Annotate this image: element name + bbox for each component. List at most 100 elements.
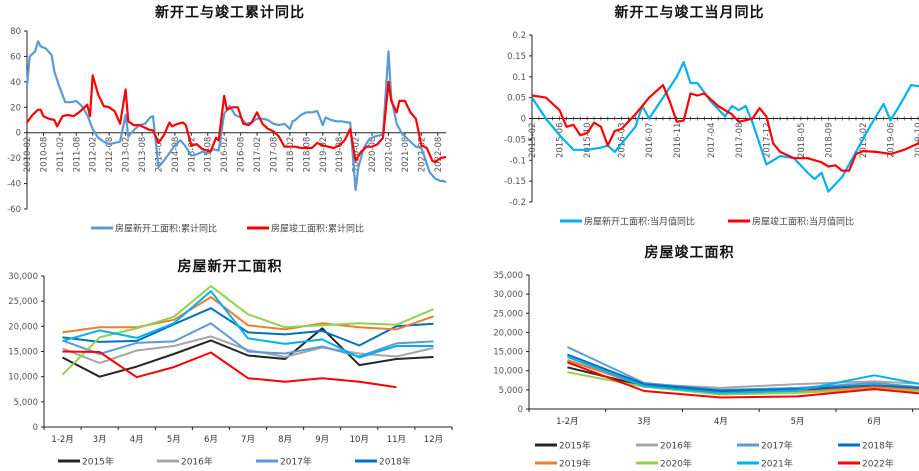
x-tick-label: 9月 [315,435,329,445]
y-tick-label: 10,000 [493,367,523,377]
x-tick-label: 2015-08 [204,137,214,173]
y-tick-label: -0.15 [504,177,526,187]
x-tick-label: 10月 [350,435,369,445]
y-tick-label: -0.1 [509,156,526,166]
y-tick-label: 0.2 [512,31,526,41]
chart-title: 新开工与竣工当月同比 [614,5,765,21]
x-tick-label: 5月 [791,417,805,427]
chart-completions-plot: 0 5,000 10,000 15,000 20,000 25,000 30,000 35,0… [493,271,919,470]
x-tick-label: 5月 [167,435,181,445]
x-tick-label: 2015-06 [556,122,566,158]
chart-title: 房屋新开工面积 [177,259,283,275]
series-line-2020年 [61,285,434,376]
x-tick-label: 2022-08 [434,137,444,173]
series-line-2022年 [567,361,919,399]
chart-new-starts: 房屋新开工面积 0 5,000 10,000 15,000 20,000 25,000 30… [0,240,460,471]
legend-label: 房屋新开工面积:累计同比 [115,223,217,235]
y-tick-label: 0.1 [512,73,526,83]
x-tick-label: 2013-08 [138,137,148,173]
series-line-2020年 [567,371,919,396]
legend-label: 房屋竣工面积:当月值同比 [752,216,854,228]
chart-new-starts-plot: 0 5,000 10,000 15,000 20,000 25,000 30,000 1-2月… [8,272,453,468]
series-line-房屋竣工面积:当月值同比 [531,83,919,172]
x-tick-label: 2016-11 [673,123,683,159]
x-tick-label: 2019-02 [319,137,329,173]
y-tick-label: 20,000 [8,322,38,332]
x-tick-label: 2021-02 [384,137,394,173]
x-tick-label: 2019-06 [886,123,896,159]
x-tick-label: 6月 [204,435,218,445]
series-line-2019年 [62,296,434,334]
y-tick-label: -0.2 [509,198,526,208]
x-tick-label: 2017-08 [735,123,745,159]
legend-label: 2018年 [862,440,894,452]
series-line-2018年 [567,353,919,392]
y-tick-label: -20 [7,154,21,164]
chart-title: 新开工与竣工累计同比 [155,5,305,21]
chart-monthly-yoy: 新开工与竣工当月同比 -0.2 -0.15 -0.1 -0.05 0 0.05 0.1 0.1… [460,0,919,240]
y-tick-label: 20,000 [493,328,523,338]
legend-label: 2015年 [82,456,114,468]
y-tick-label: 40 [10,78,21,88]
series-line-2021年 [567,355,919,394]
y-tick-label: 15,000 [8,348,38,358]
x-tick-label: 2016-03 [618,123,628,159]
x-tick-label: 8月 [278,435,292,445]
x-tick-label: 1-2月 [556,417,578,427]
y-tick-label: -40 [7,180,21,190]
x-tick-label: 2017-02 [253,137,263,173]
x-tick-label: 2014-02 [154,137,164,173]
x-tick-label: 2018-08 [302,137,312,173]
y-tick-label: -60 [7,205,21,215]
y-tick-label: 15,000 [493,348,523,358]
x-tick-label: 2022-02 [417,137,427,173]
x-tick-label: 2016-02 [220,137,230,173]
y-tick-label: 30,000 [8,272,38,282]
series-line-2018年 [62,307,434,347]
series-line-2017年 [62,322,434,358]
chart-cumulative-yoy-plot: -60 -40 -20 0 20 40 60 80 2010-02 2010-08 2011-02 2… [7,27,447,235]
legend-label: 2018年 [379,456,411,468]
x-tick-label: 2019-08 [335,137,345,173]
x-tick-label: 2014-08 [171,137,181,173]
series-line-2021年 [62,290,434,359]
chart-monthly-yoy-plot: -0.2 -0.15 -0.1 -0.05 0 0.05 0.1 0.15 0.2 2015-02… [504,31,919,228]
x-tick-label: 4月 [130,435,144,445]
legend-label: 2017年 [761,440,793,452]
legend-label: 2022年 [862,458,894,470]
y-tick-label: -0.05 [504,135,526,145]
y-tick-label: 5,000 [499,386,523,396]
series-line-房屋新开工面积:当月值同比 [531,60,919,193]
x-tick-label: 2010-02 [23,137,33,173]
x-tick-label: 2012-02 [89,137,99,173]
x-tick-label: 2016-07 [645,123,655,159]
chart-cumulative-yoy: 新开工与竣工累计同比 -60 -40 -20 0 20 40 60 80 2010-02 2010… [0,0,460,240]
x-tick-label: 11月 [387,435,406,445]
x-tick-label: 6月 [867,417,881,427]
y-tick-label: 0 [521,115,526,125]
y-tick-label: 80 [10,27,21,37]
y-tick-label: 25,000 [8,297,38,307]
y-tick-label: 10,000 [8,373,38,383]
legend-label: 2021年 [761,458,793,470]
x-tick-label: 2020-02 [352,137,362,173]
x-tick-label: 4月 [714,417,728,427]
legend-label: 2019年 [559,458,591,470]
x-tick-label: 2011-02 [56,137,66,173]
y-tick-label: 0 [518,405,523,415]
x-tick-label: 2018-09 [824,123,834,159]
x-tick-label: 2018-02 [286,137,296,173]
legend-label: 房屋新开工面积:当月值同比 [584,216,695,228]
y-tick-label: 0.15 [507,52,526,62]
x-tick-label: 3月 [637,417,651,427]
chart-title: 房屋竣工面积 [644,245,735,261]
x-tick-label: 2013-02 [122,137,132,173]
series-line-房屋竣工面积:累计同比 [26,74,447,164]
x-tick-label: 2017-08 [269,137,279,173]
legend-label: 2017年 [280,456,312,468]
x-tick-label: 2021-08 [401,137,411,173]
series-line-2022年 [62,350,397,389]
x-tick-label: 2015-02 [528,123,538,159]
x-tick-label: 2015-10 [583,123,593,159]
legend-label: 2016年 [181,456,213,468]
